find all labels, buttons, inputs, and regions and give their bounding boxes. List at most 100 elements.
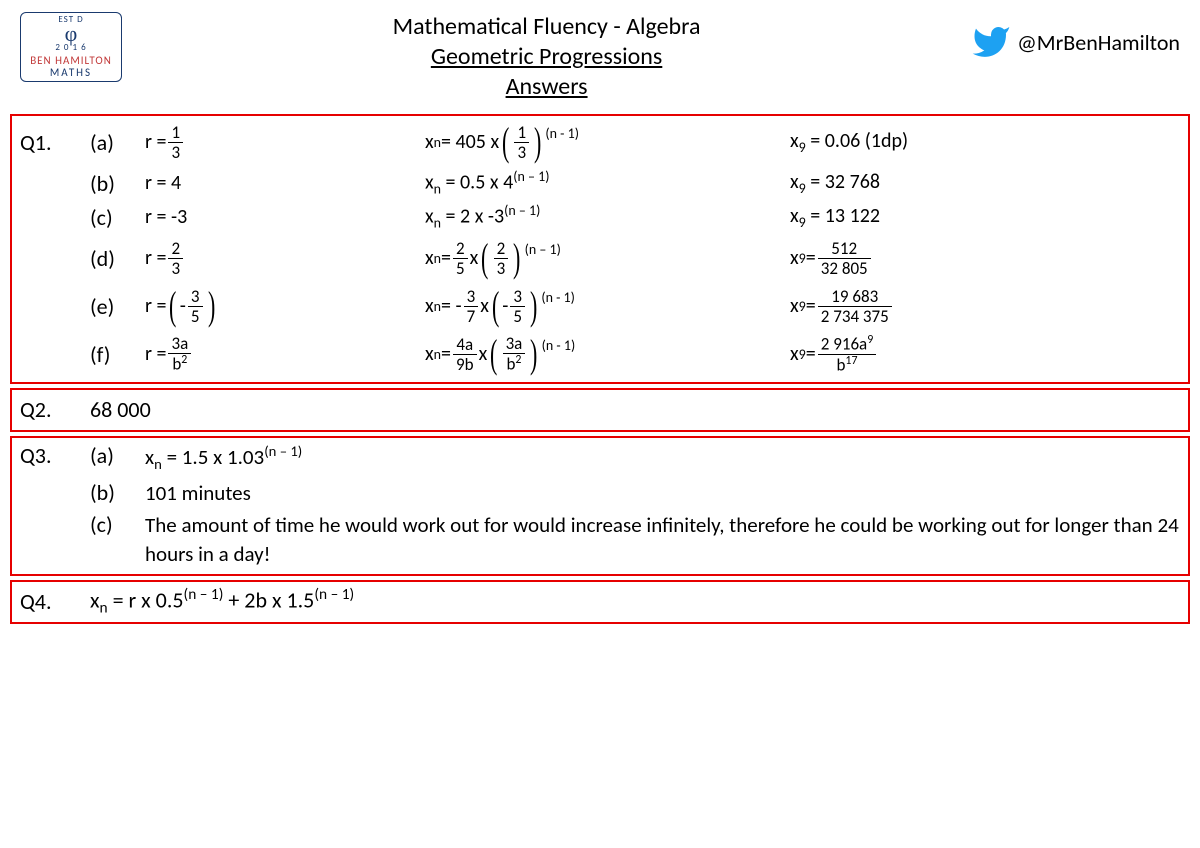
q1d-exp: (n – 1): [525, 241, 561, 258]
q1c-xn-m: = 2 x -3: [441, 205, 504, 229]
q1f-x9-s: 9: [799, 346, 806, 363]
q1e-xn-eq: = -: [441, 294, 462, 318]
q1b-xn-n: n: [434, 181, 441, 198]
q1e-c-d: 7: [464, 307, 479, 325]
q1d-x9-s: 9: [799, 250, 806, 267]
q1b-x9-s: 9: [799, 180, 806, 197]
q1d-x9-n: 512: [818, 240, 871, 259]
title-2: Geometric Progressions: [122, 42, 971, 72]
q1b-x9-x: x: [790, 170, 799, 194]
q4-m1: = r x 0.5: [108, 586, 184, 613]
q1c-exp: (n – 1): [504, 202, 540, 219]
q1d-xn-eq: =: [441, 246, 451, 270]
q1d-r-pre: r =: [145, 246, 166, 270]
q4-m2: + 2b x 1.5: [223, 586, 314, 613]
q1e-pf-d: 5: [510, 307, 525, 325]
q1d-c-n: 2: [453, 240, 468, 259]
q1e-x9: x9 = 19 6832 734 375: [790, 288, 1180, 325]
q1a-x9-v: = 0.06 (1dp): [806, 129, 908, 153]
q1e-x9-eq: =: [806, 294, 816, 318]
q1c-row: (c) r = -3 xn = 2 x -3(n – 1) x9 = 13 12…: [20, 200, 1180, 234]
q1f-pf-de: 2: [515, 353, 521, 367]
q3c-ans: The amount of time he would work out for…: [145, 511, 1180, 568]
q4-e1: (n – 1): [184, 585, 224, 604]
q1e-r: r = (- 35): [145, 288, 425, 325]
q1f-r-n: 3a: [168, 335, 191, 354]
q1e-part: (e): [90, 293, 145, 320]
q1e-pf-n: 3: [510, 288, 525, 307]
q1f-r-de: 2: [181, 353, 187, 367]
handle-text: @MrBenHamilton: [1017, 29, 1180, 56]
q1c-part: (c): [90, 204, 145, 231]
q1e-x9-n: 19 683: [818, 288, 892, 307]
logo-name: BEN HAMILTON: [30, 55, 112, 67]
q1a-r: r = 13: [145, 124, 425, 161]
q2-answer: 68 000: [90, 396, 1180, 423]
q1d-part: (d): [90, 245, 145, 272]
q1e-x9-s: 9: [799, 298, 806, 315]
q1f-x9-de: 17: [845, 354, 857, 368]
q3a-part: (a): [90, 442, 145, 475]
q1a-x9-x: x: [790, 129, 799, 153]
q1f-r-db: b: [172, 354, 181, 375]
q1c-xn-x: x: [425, 205, 434, 229]
q1c-x9: x9 = 13 122: [790, 204, 1180, 231]
q1a-exp: (n - 1): [545, 125, 579, 142]
header: EST D φ 2 0 1 6 BEN HAMILTON MATHS Mathe…: [0, 0, 1200, 110]
q2-box: Q2. 68 000: [10, 388, 1190, 432]
q1f-xn: xn = 4a9b x (3ab2) (n - 1): [425, 335, 790, 373]
q4-label: Q4.: [20, 588, 90, 615]
q1f-x9-eq: =: [806, 342, 816, 366]
q1b-exp: (n – 1): [513, 168, 549, 185]
q1e-exp: (n - 1): [541, 289, 575, 306]
q1f-part: (f): [90, 341, 145, 368]
q1d-x9-eq: =: [806, 246, 816, 270]
q3a-x: x: [145, 444, 154, 470]
q3-label: Q3.: [20, 442, 90, 475]
q1b-x9: x9 = 32 768: [790, 170, 1180, 197]
q1a-pf-num: 1: [514, 124, 529, 143]
q1d-x9-d: 32 805: [818, 259, 871, 277]
q3a-row: Q3. (a) xn = 1.5 x 1.03(n – 1): [20, 440, 1180, 477]
q1f-x9-ne: 9: [867, 333, 873, 347]
q1d-row: (d) r = 23 xn = 25 x (23) (n – 1) x9 = 5…: [20, 234, 1180, 282]
q1c-x9-s: 9: [799, 214, 806, 231]
q1d-x9: x9 = 51232 805: [790, 240, 1180, 277]
q1c-xn-n: n: [434, 215, 441, 232]
q1d-x9-x: x: [790, 246, 799, 270]
q1f-c-d: 9b: [453, 355, 477, 373]
q1e-times: x: [480, 294, 489, 318]
q1e-row: (e) r = (- 35) xn = - 37 x (- 35) (n - 1…: [20, 282, 1180, 330]
q1a-pf-den: 3: [514, 143, 529, 161]
q3c-part: (c): [90, 511, 145, 568]
q1d-xn-x: x: [425, 246, 434, 270]
q1b-xn-x: x: [425, 171, 434, 195]
q1f-x9-x: x: [790, 342, 799, 366]
q3-box: Q3. (a) xn = 1.5 x 1.03(n – 1) (b) 101 m…: [10, 436, 1190, 576]
q1a-xn-mid: = 405 x: [441, 130, 499, 154]
q1d-r-d: 3: [168, 259, 183, 277]
q1f-row: (f) r = 3ab2 xn = 4a9b x (3ab2) (n - 1) …: [20, 330, 1180, 378]
logo-maths: MATHS: [50, 67, 92, 79]
q3a-ans: xn = 1.5 x 1.03(n – 1): [145, 442, 1180, 475]
q1b-xn-m: = 0.5 x 4: [441, 171, 513, 195]
q1c-xn: xn = 2 x -3(n – 1): [425, 202, 790, 232]
q4-n: n: [100, 598, 108, 617]
q1a-r-num: 1: [168, 124, 183, 143]
q1b-part: (b): [90, 170, 145, 197]
q1e-r-pre: r =: [145, 294, 166, 318]
title-3: Answers: [122, 72, 971, 102]
q1a-xn-n: n: [434, 134, 441, 151]
q1-box: Q1. (a) r = 13 xn = 405 x (13) (n - 1) x…: [10, 114, 1190, 384]
q3a-m: = 1.5 x 1.03: [162, 444, 264, 470]
q1d-xn: xn = 25 x (23) (n – 1): [425, 240, 790, 277]
q1b-xn: xn = 0.5 x 4(n – 1): [425, 168, 790, 198]
q4-box: Q4. xn = r x 0.5(n – 1) + 2b x 1.5(n – 1…: [10, 580, 1190, 624]
q1f-c-n: 4a: [453, 336, 477, 355]
q1e-r-d: 5: [188, 307, 203, 325]
q1c-x9-v: = 13 122: [806, 204, 880, 228]
q1e-pf-neg: -: [502, 294, 508, 318]
logo: EST D φ 2 0 1 6 BEN HAMILTON MATHS: [20, 12, 122, 82]
q1f-r-pre: r =: [145, 342, 166, 366]
q1d-c-d: 5: [453, 259, 468, 277]
